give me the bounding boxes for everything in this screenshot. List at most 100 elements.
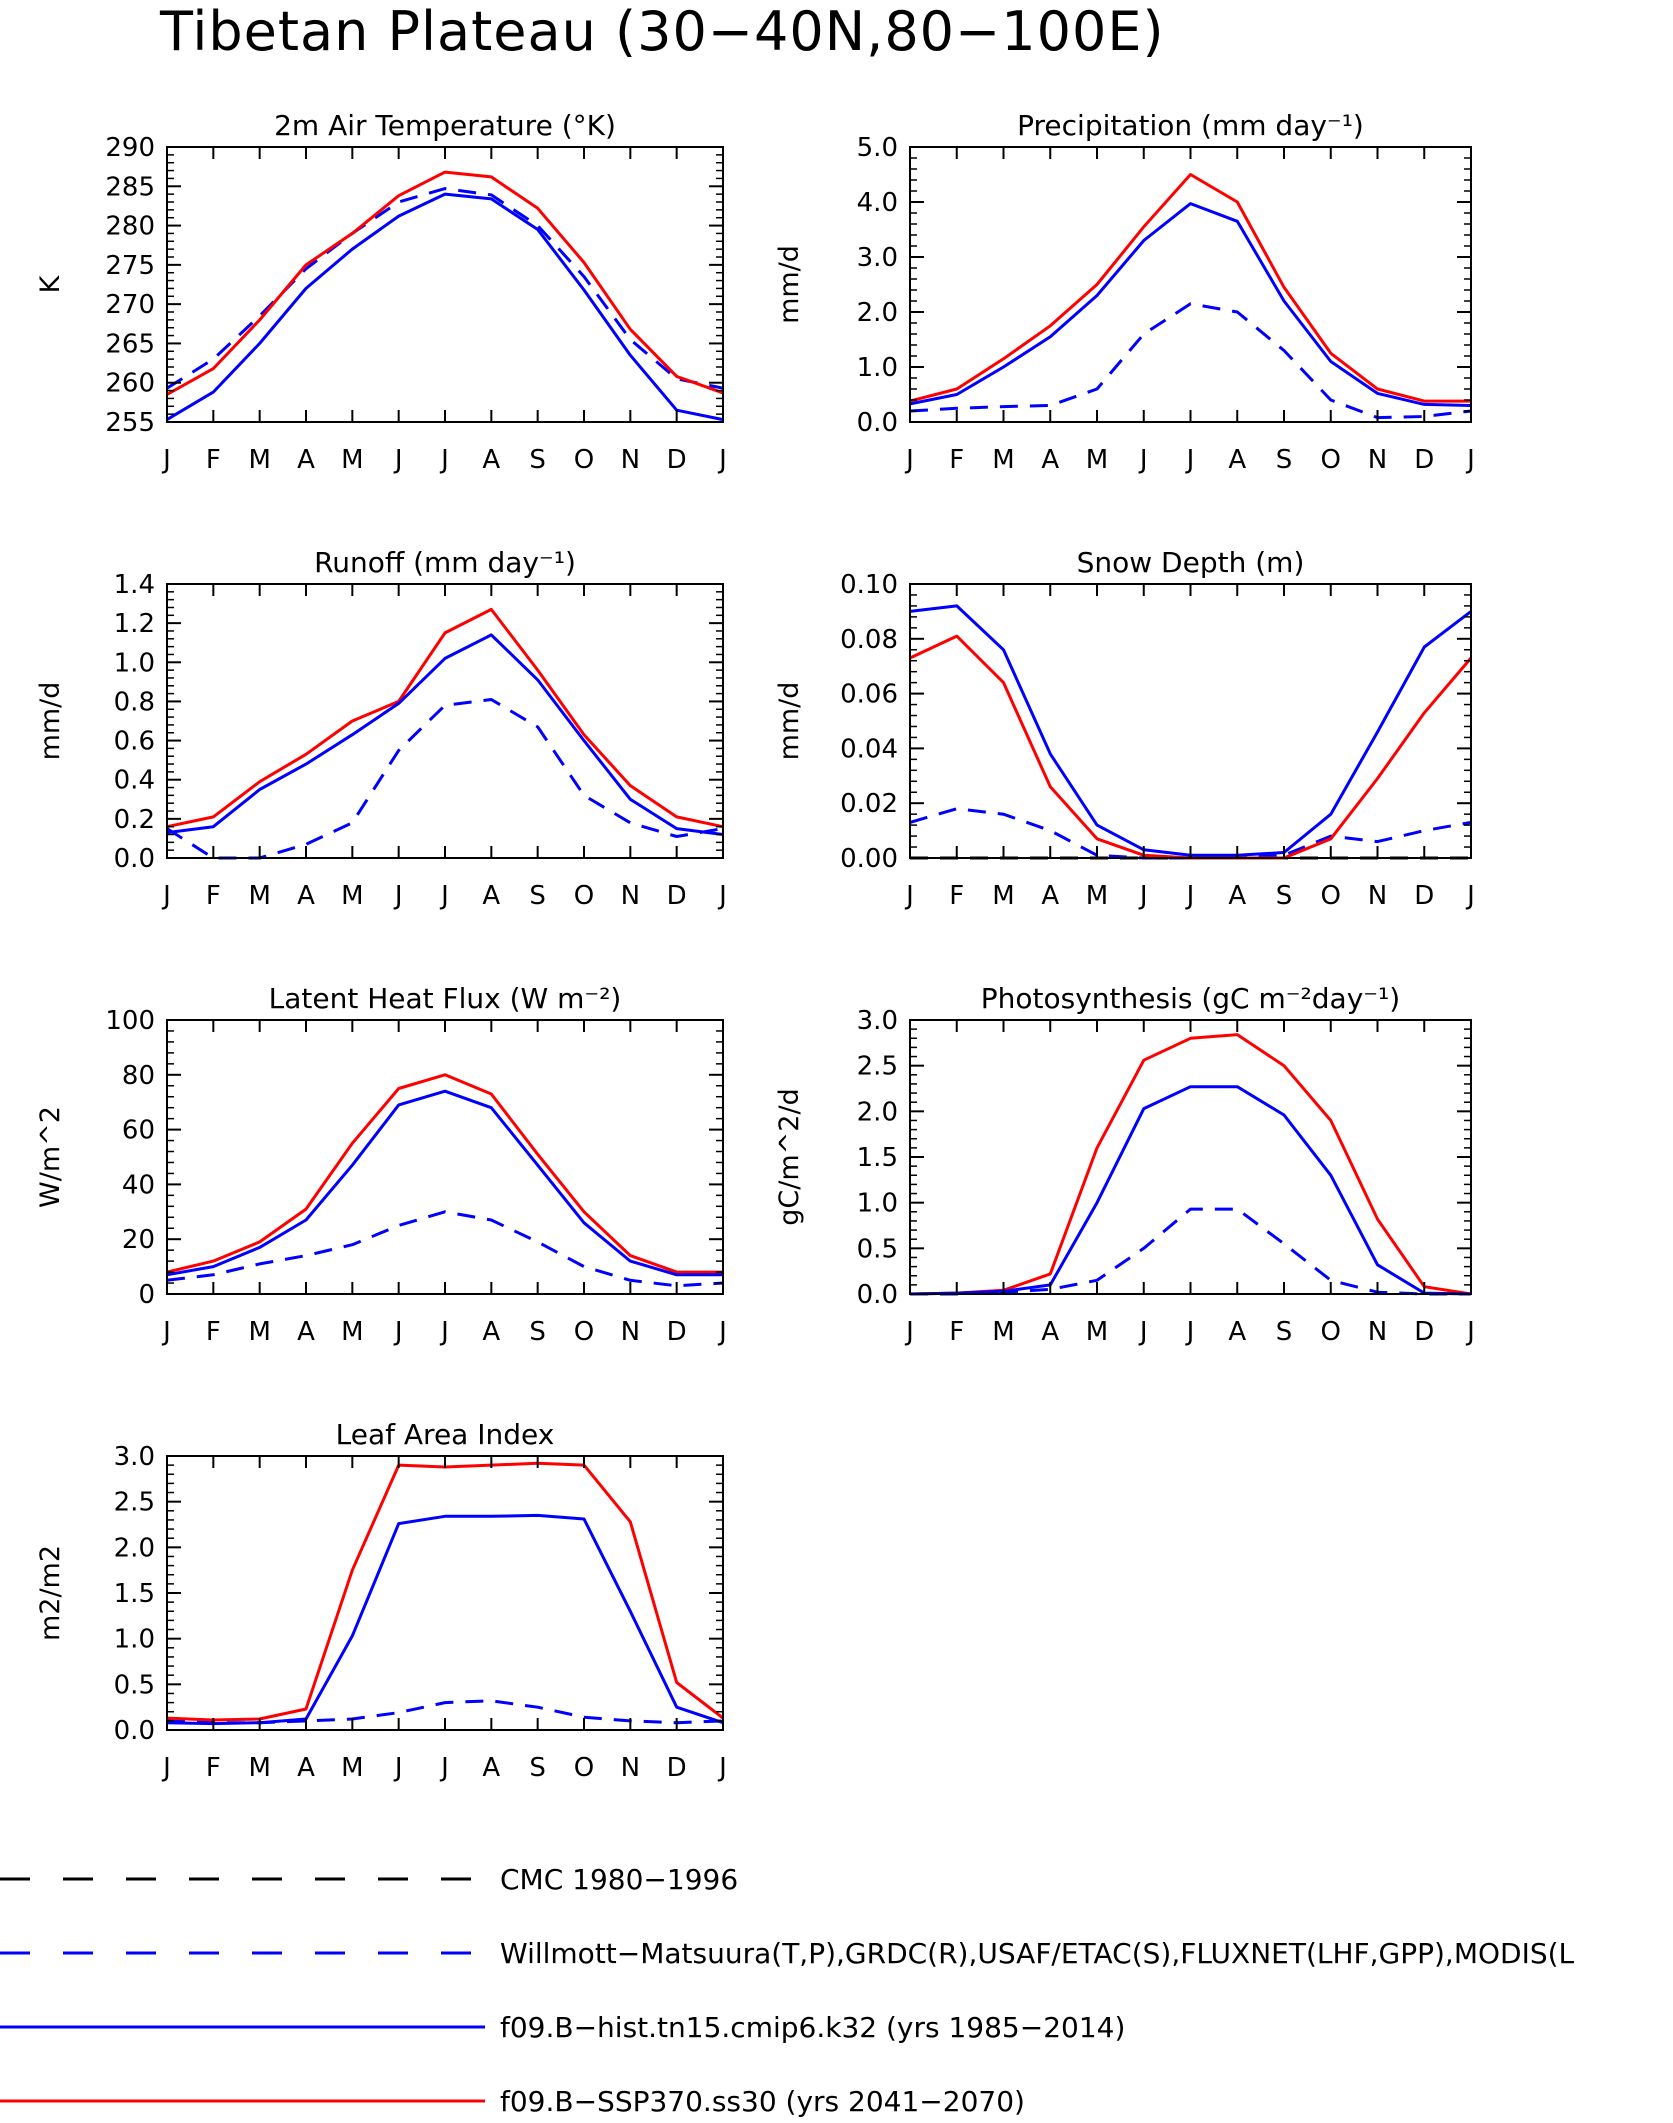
- chart-panel-6: Photosynthesis (gC m⁻²day⁻¹)J F M A M J J A S O N D…: [774, 982, 1475, 1347]
- x-tick-label: J: [1138, 1317, 1148, 1347]
- panel-title: Latent Heat Flux (W m⁻²): [269, 982, 622, 1015]
- series-line-2: [166, 170, 724, 396]
- x-tick-label: A: [297, 1317, 315, 1347]
- legend-label: f09.B−hist.tn15.cmip6.k32 (yrs 1985−2014…: [500, 2011, 1125, 2044]
- series-line-2: [909, 807, 1472, 860]
- series-line-1: [166, 187, 724, 390]
- y-axis-label: mm/d: [774, 245, 805, 324]
- x-tick-label: F: [206, 1753, 221, 1783]
- y-tick-label: 0.0: [114, 1716, 155, 1746]
- x-tick-label: O: [574, 1317, 594, 1347]
- y-tick-label: 1.0: [114, 648, 155, 678]
- x-tick-label: J: [1138, 881, 1148, 911]
- y-tick-label: 0.10: [840, 570, 898, 600]
- x-tick-label: N: [1368, 881, 1387, 911]
- legend: CMC 1980−1996 Willmott−Matsuura(T,P),GRDC…: [0, 1863, 1575, 2118]
- y-axis-label: mm/d: [35, 682, 66, 761]
- y-tick-label: 290: [105, 133, 155, 163]
- series-line-2: [166, 607, 724, 829]
- series-line-4: [909, 604, 1472, 857]
- x-tick-label: O: [574, 1753, 594, 1783]
- x-tick-label: F: [949, 1317, 964, 1347]
- y-axis-label: K: [35, 274, 66, 293]
- y-tick-label: 0.0: [114, 844, 155, 874]
- x-tick-label: A: [1041, 881, 1059, 911]
- x-tick-label: S: [529, 881, 546, 911]
- plot-frame: [166, 583, 724, 859]
- y-tick-label: 280: [105, 212, 155, 242]
- x-tick-label: D: [1414, 881, 1434, 911]
- series-line-1: [166, 698, 724, 860]
- x-tick-label: A: [1041, 445, 1059, 475]
- x-tick-label: O: [1321, 1317, 1341, 1347]
- y-tick-label: 100: [105, 1006, 155, 1036]
- y-tick-label: 0.08: [840, 625, 898, 655]
- y-tick-label: 40: [122, 1170, 155, 1200]
- x-tick-label: O: [1321, 445, 1341, 475]
- x-tick-label: A: [1228, 1317, 1246, 1347]
- y-tick-label: 1.5: [114, 1579, 155, 1609]
- x-tick-label: J: [1465, 445, 1475, 475]
- y-tick-label: 265: [105, 329, 155, 359]
- series-line-3: [166, 1089, 723, 1277]
- y-tick-label: 1.0: [857, 353, 898, 383]
- x-tick-label: M: [341, 1753, 363, 1783]
- x-tick-label: A: [482, 881, 500, 911]
- panel-title: Snow Depth (m): [1077, 546, 1305, 579]
- x-tick-label: J: [393, 881, 403, 911]
- x-tick-label: M: [992, 1317, 1014, 1347]
- x-tick-label: S: [529, 1753, 546, 1783]
- y-tick-label: 0.8: [114, 687, 155, 717]
- legend-item-2: Willmott−Matsuura(T,P),GRDC(R),USAF/ETAC…: [0, 1937, 1575, 1970]
- y-tick-label: 3.0: [114, 1442, 155, 1472]
- series-line-2: [166, 1461, 724, 1722]
- series-line-3: [909, 202, 1472, 407]
- plot-frame: [166, 1019, 724, 1295]
- x-tick-label: M: [1086, 881, 1108, 911]
- legend-label: f09.B−SSP370.ss30 (yrs 2041−2070): [500, 2085, 1025, 2118]
- y-tick-label: 255: [105, 408, 155, 438]
- series-line-1: [909, 302, 1472, 420]
- series-line-2: [166, 1073, 723, 1274]
- y-tick-label: 0.4: [114, 766, 155, 796]
- x-tick-label: D: [667, 881, 687, 911]
- y-axis-label: W/m^2: [35, 1106, 66, 1208]
- x-tick-label: J: [161, 1753, 171, 1783]
- y-tick-label: 2.0: [114, 1533, 155, 1563]
- x-tick-label: M: [341, 445, 363, 475]
- x-tick-label: J: [1185, 445, 1195, 475]
- x-tick-label: S: [1276, 445, 1293, 475]
- y-tick-label: 270: [105, 290, 155, 320]
- x-tick-label: F: [949, 445, 964, 475]
- y-tick-label: 0.02: [840, 789, 898, 819]
- x-tick-label: N: [621, 881, 640, 911]
- x-tick-label: A: [482, 445, 500, 475]
- x-tick-label: J: [439, 881, 449, 911]
- x-tick-label: F: [206, 445, 221, 475]
- legend-item-1: CMC 1980−1996: [0, 1863, 738, 1896]
- x-tick-label: M: [1086, 1317, 1108, 1347]
- x-tick-label: N: [621, 1753, 640, 1783]
- x-tick-label: M: [248, 881, 270, 911]
- legend-label: CMC 1980−1996: [500, 1863, 738, 1896]
- x-tick-label: J: [1465, 881, 1475, 911]
- y-tick-label: 20: [122, 1225, 155, 1255]
- x-tick-label: A: [482, 1753, 500, 1783]
- y-tick-label: 275: [105, 251, 155, 281]
- y-tick-label: 4.0: [857, 188, 898, 218]
- x-tick-label: J: [1185, 881, 1195, 911]
- main-title: Tibetan Plateau (30−40N,80−100E): [159, 0, 1165, 63]
- series-line-3: [909, 634, 1473, 860]
- x-tick-label: M: [992, 445, 1014, 475]
- y-tick-label: 0.6: [114, 727, 155, 757]
- series-line-3: [166, 633, 724, 836]
- x-tick-label: J: [439, 1753, 449, 1783]
- y-tick-label: 0.5: [857, 1234, 898, 1264]
- y-tick-label: 2.0: [857, 1097, 898, 1127]
- y-tick-label: 0.0: [857, 1280, 898, 1310]
- y-tick-label: 0.00: [840, 844, 898, 874]
- x-tick-label: N: [1368, 1317, 1387, 1347]
- plot-frame: [166, 1455, 724, 1731]
